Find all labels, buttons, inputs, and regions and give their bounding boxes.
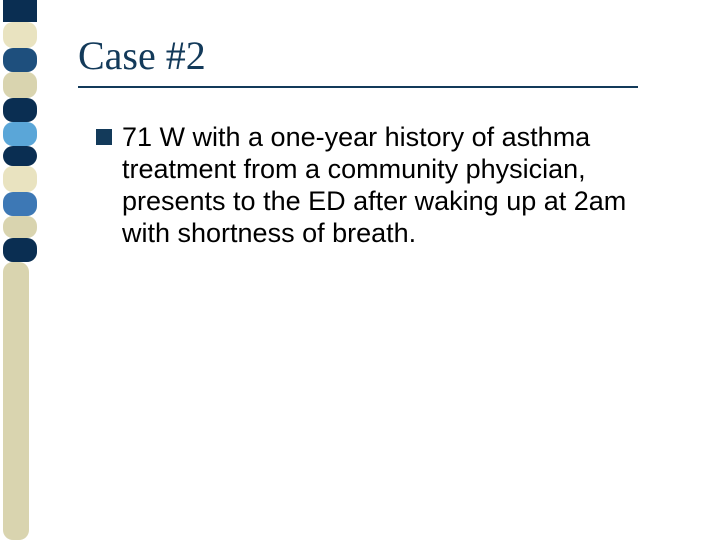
sidebar-segment [3,48,37,72]
sidebar-segment [3,192,37,216]
sidebar-segment [3,146,37,166]
slide-body: 71 W with a one-year history of asthma t… [96,122,656,249]
decorative-sidebar [0,0,40,540]
sidebar-segment [3,262,29,540]
sidebar-segment [3,238,37,262]
bullet-item: 71 W with a one-year history of asthma t… [96,122,656,249]
slide-content: Case #2 [78,32,680,79]
title-underline [78,86,638,88]
sidebar-segment [3,216,37,238]
sidebar-segment [3,166,37,192]
sidebar-segment [3,98,37,122]
bullet-text: 71 W with a one-year history of asthma t… [122,122,656,249]
slide-title: Case #2 [78,32,680,79]
sidebar-segment [3,22,37,48]
square-bullet-icon [96,129,112,145]
sidebar-segment [3,0,37,22]
sidebar-segment [3,122,37,146]
sidebar-segment [3,72,37,98]
